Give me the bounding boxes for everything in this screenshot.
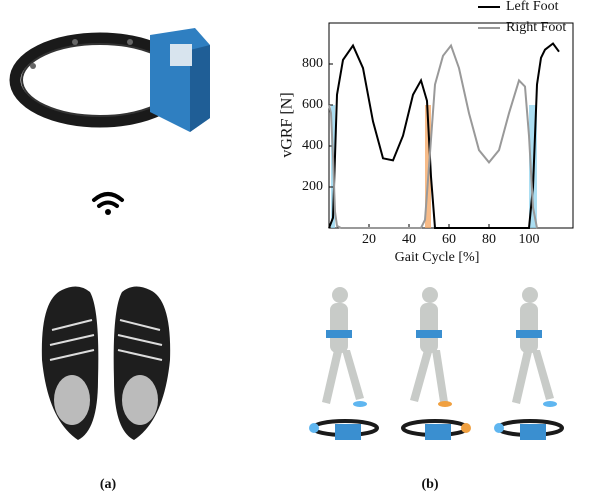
x-tick-label: 40 bbox=[402, 232, 416, 247]
walking-illustrations bbox=[309, 287, 562, 440]
data-line bbox=[329, 44, 559, 229]
shoes-illustration bbox=[42, 286, 170, 440]
headband-illustration bbox=[15, 28, 210, 132]
wifi-icon bbox=[94, 194, 122, 215]
panel-label: (a) bbox=[100, 477, 117, 492]
figure: (a) (b) Gait Cycle [%] vGRF [N] 200 400 60… bbox=[0, 0, 595, 502]
y-axis-label: vGRF [N] bbox=[279, 92, 296, 157]
page: (a) (b) Gait Cycle [%] vGRF [N] 200 400 60… bbox=[0, 0, 595, 502]
legend-label: Left Foot bbox=[506, 0, 559, 14]
y-tick-label: 800 bbox=[302, 56, 323, 71]
y-tick-label: 600 bbox=[302, 97, 323, 112]
x-tick-label: 80 bbox=[482, 232, 496, 247]
x-tick-label: 20 bbox=[362, 232, 376, 247]
y-tick-label: 400 bbox=[302, 138, 323, 153]
x-axis-label: Gait Cycle [%] bbox=[395, 250, 480, 265]
legend-label: Right Foot bbox=[506, 20, 566, 35]
x-tick-label: 100 bbox=[519, 232, 540, 247]
x-tick-label: 60 bbox=[442, 232, 456, 247]
y-tick-label: 200 bbox=[302, 179, 323, 194]
panel-label: (b) bbox=[421, 477, 438, 492]
